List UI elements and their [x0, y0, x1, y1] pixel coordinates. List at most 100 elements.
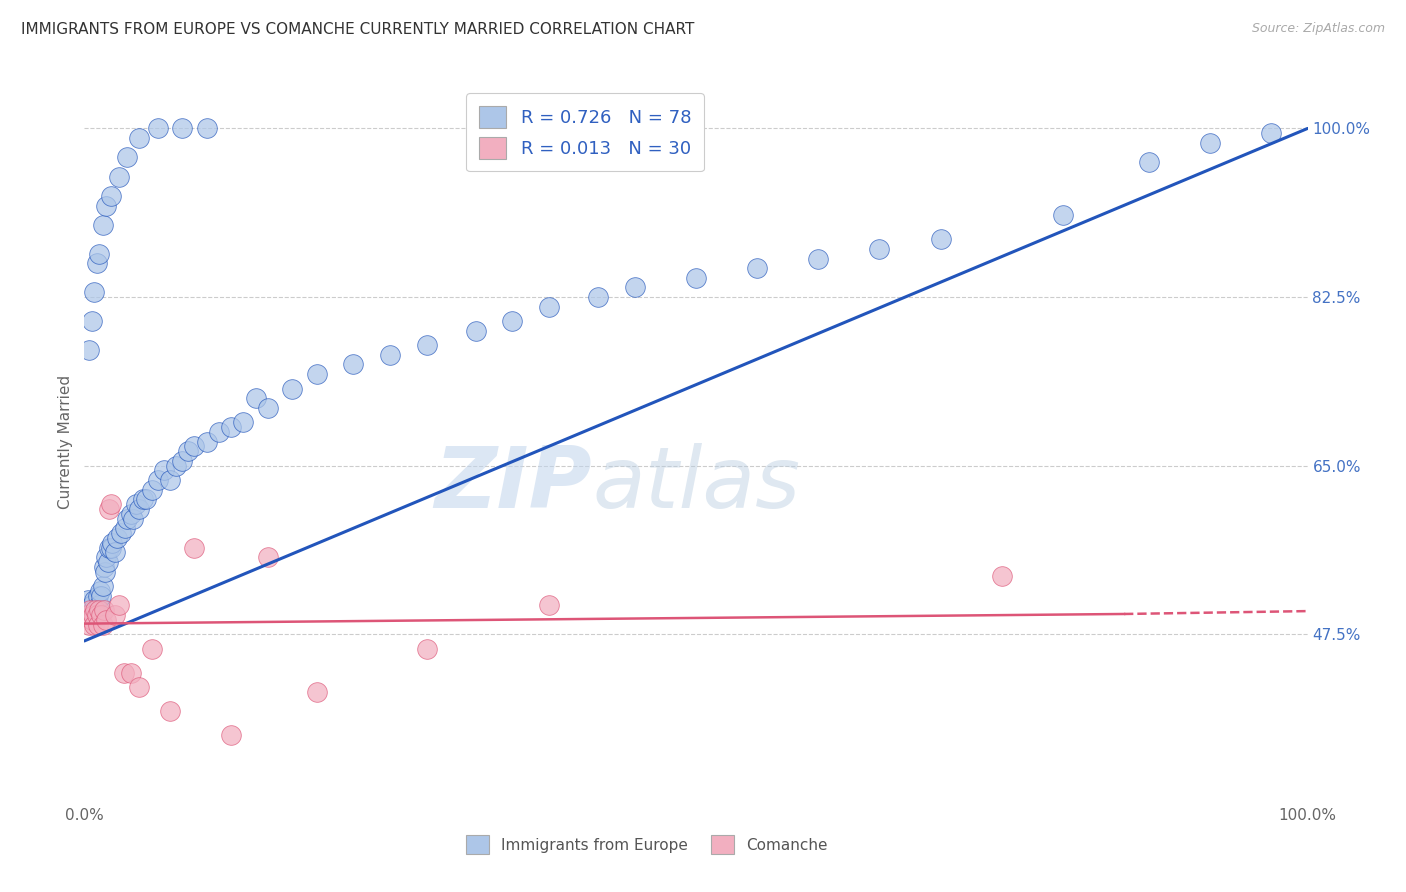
Point — [416, 641, 439, 656]
Point — [87, 603, 110, 617]
Point — [89, 583, 111, 598]
Point — [77, 603, 100, 617]
Point — [807, 252, 830, 266]
Point — [929, 232, 952, 246]
Point — [115, 511, 138, 525]
Point — [538, 300, 561, 314]
Point — [416, 338, 439, 352]
Point — [97, 555, 120, 569]
Point — [91, 218, 114, 232]
Point — [380, 348, 402, 362]
Point — [257, 401, 280, 415]
Point — [146, 473, 169, 487]
Point — [245, 391, 267, 405]
Point — [100, 541, 122, 555]
Point — [87, 599, 110, 613]
Text: ZIP: ZIP — [434, 443, 592, 526]
Point — [84, 603, 107, 617]
Point — [87, 617, 110, 632]
Point — [869, 242, 891, 256]
Point — [122, 511, 145, 525]
Y-axis label: Currently Married: Currently Married — [58, 375, 73, 508]
Point — [107, 169, 129, 184]
Point — [219, 728, 242, 742]
Point — [183, 439, 205, 453]
Point — [83, 285, 105, 300]
Text: Source: ZipAtlas.com: Source: ZipAtlas.com — [1251, 22, 1385, 36]
Point — [159, 704, 181, 718]
Point — [90, 607, 112, 622]
Point — [79, 607, 101, 622]
Point — [464, 324, 486, 338]
Point — [165, 458, 187, 473]
Point — [80, 314, 103, 328]
Point — [112, 665, 135, 680]
Point — [90, 589, 112, 603]
Point — [96, 613, 118, 627]
Point — [77, 343, 100, 357]
Text: IMMIGRANTS FROM EUROPE VS COMANCHE CURRENTLY MARRIED CORRELATION CHART: IMMIGRANTS FROM EUROPE VS COMANCHE CURRE… — [21, 22, 695, 37]
Point — [104, 545, 127, 559]
Point — [110, 526, 132, 541]
Point — [502, 314, 524, 328]
Point — [84, 607, 107, 622]
Point — [1260, 126, 1282, 140]
Point — [146, 121, 169, 136]
Point — [586, 290, 609, 304]
Point — [97, 541, 120, 555]
Point — [195, 121, 218, 136]
Point — [128, 502, 150, 516]
Point — [77, 617, 100, 632]
Point — [120, 665, 142, 680]
Point — [96, 550, 118, 565]
Point — [128, 680, 150, 694]
Point — [101, 535, 124, 549]
Point — [232, 415, 254, 429]
Point — [82, 607, 104, 622]
Point — [104, 607, 127, 622]
Point — [125, 497, 148, 511]
Point — [107, 599, 129, 613]
Point — [305, 685, 328, 699]
Point — [538, 599, 561, 613]
Point — [87, 246, 110, 260]
Point — [991, 569, 1014, 583]
Point — [1137, 155, 1160, 169]
Point — [100, 497, 122, 511]
Point — [114, 521, 136, 535]
Point — [132, 492, 155, 507]
Point — [91, 617, 114, 632]
Legend: Immigrants from Europe, Comanche: Immigrants from Europe, Comanche — [460, 830, 834, 860]
Point — [120, 507, 142, 521]
Point — [77, 593, 100, 607]
Point — [115, 150, 138, 164]
Point — [153, 463, 176, 477]
Point — [219, 420, 242, 434]
Point — [281, 382, 304, 396]
Point — [96, 198, 118, 212]
Point — [183, 541, 205, 555]
Point — [342, 358, 364, 372]
Point — [80, 599, 103, 613]
Point — [77, 607, 100, 622]
Point — [94, 565, 117, 579]
Point — [305, 367, 328, 381]
Point — [82, 603, 104, 617]
Point — [83, 593, 105, 607]
Point — [93, 603, 115, 617]
Point — [141, 483, 163, 497]
Point — [1198, 136, 1220, 150]
Point — [177, 444, 200, 458]
Point — [747, 261, 769, 276]
Point — [195, 434, 218, 449]
Point — [83, 617, 105, 632]
Point — [93, 559, 115, 574]
Point — [86, 256, 108, 270]
Point — [624, 280, 647, 294]
Point — [159, 473, 181, 487]
Point — [257, 550, 280, 565]
Point — [97, 502, 120, 516]
Point — [100, 189, 122, 203]
Point — [79, 603, 101, 617]
Point — [208, 425, 231, 439]
